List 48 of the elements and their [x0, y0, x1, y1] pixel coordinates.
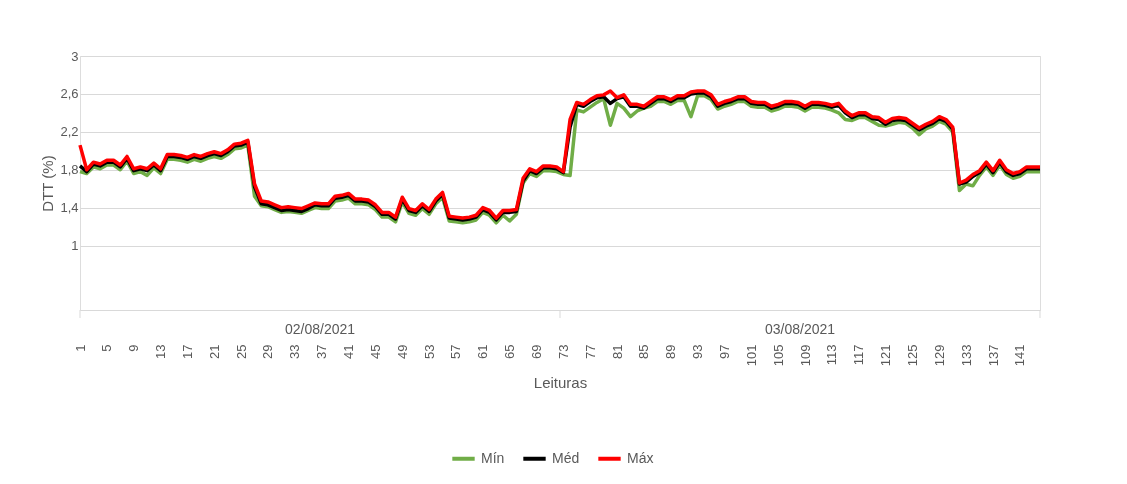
x-tick-label: 17 [179, 344, 195, 359]
x-tick-label: 9 [126, 344, 142, 352]
x-tick-label: 133 [958, 344, 974, 367]
x-tick-label: 65 [502, 344, 518, 359]
x-tick-label: 33 [287, 344, 303, 359]
text: 03/08/2021 [764, 321, 836, 337]
y-tick-label: 2,2 [60, 124, 79, 140]
x-tick-label: 5 [99, 344, 115, 352]
x-tick-label: 89 [663, 344, 679, 359]
x-tick-label: 29 [260, 344, 276, 359]
y-tick-label: 1 [71, 238, 79, 254]
x-tick-label: 97 [716, 344, 732, 359]
legend-label: Méd [552, 449, 580, 466]
x-tick-label: 13 [153, 344, 169, 359]
x-tick-label: 121 [878, 344, 894, 367]
x-tick-label: 61 [475, 344, 491, 359]
x-tick-label: 49 [394, 344, 410, 359]
y-tick-label: 2,6 [60, 86, 79, 102]
x-tick-label: 141 [1012, 344, 1028, 367]
x-tick-label: 69 [529, 344, 544, 359]
x-tick-label: 53 [421, 344, 437, 359]
x-tick-label: 73 [555, 344, 571, 359]
x-tick-label: 105 [770, 344, 786, 367]
x-tick-label: 117 [851, 344, 867, 366]
x-axis-title: Leituras [533, 374, 588, 392]
legend-label: Máx [627, 449, 654, 466]
x-tick-label: 125 [904, 344, 920, 367]
x-tick-label: 41 [341, 344, 357, 359]
y-tick-label: 1,8 [60, 162, 79, 178]
x-tick-label: 113 [824, 344, 840, 366]
x-tick-label: 101 [743, 344, 759, 367]
x-tick-label: 85 [636, 344, 652, 359]
x-tick-label: 45 [367, 344, 383, 359]
x-tick-label: 25 [233, 344, 249, 359]
y-axis-title: DTT (%) [39, 155, 57, 212]
legend-label: Mín [481, 449, 505, 466]
y-tick-label: 3 [71, 48, 79, 64]
x-tick-label: 93 [690, 344, 706, 359]
x-tick-label: 57 [448, 344, 464, 359]
x-tick-label: 21 [206, 344, 222, 359]
x-tick-label: 77 [582, 344, 598, 359]
x-tick-label: 81 [609, 344, 625, 359]
x-tick-label: 37 [314, 344, 330, 359]
x-tick-label: 129 [931, 344, 947, 367]
y-tick-label: 1,4 [60, 200, 79, 216]
x-tick-label: 109 [797, 344, 813, 367]
x-tick-label: 137 [985, 344, 1001, 367]
text: 02/08/2021 [284, 321, 356, 337]
